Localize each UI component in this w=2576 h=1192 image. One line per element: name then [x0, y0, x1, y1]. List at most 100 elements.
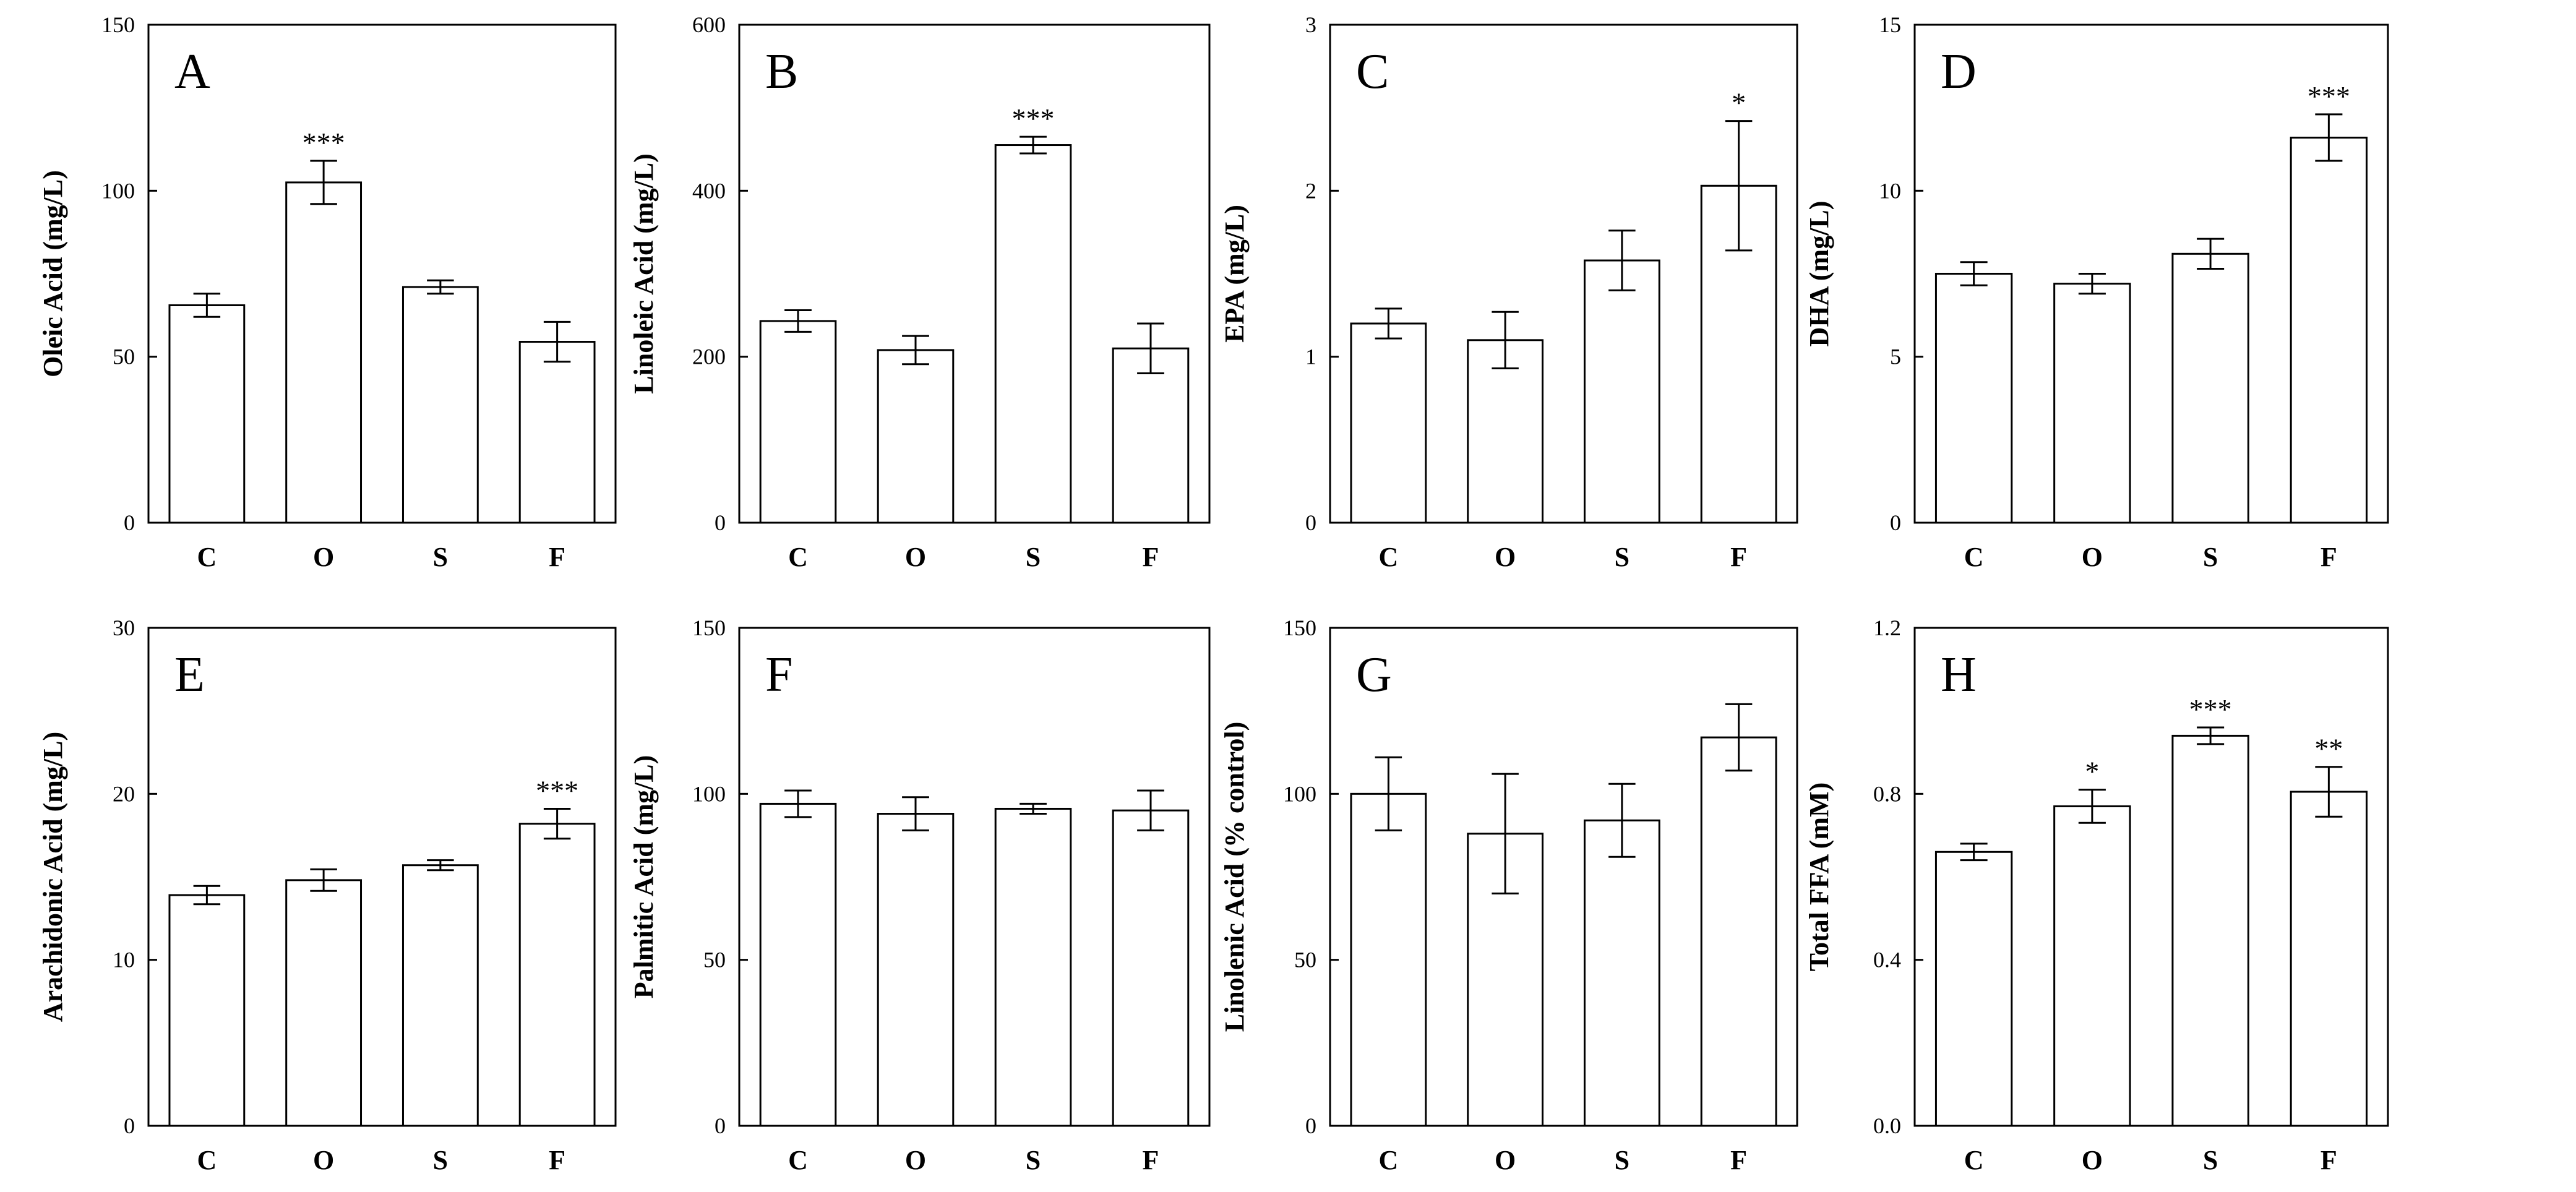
- x-category-label: C: [197, 1145, 217, 1175]
- panel-b: 0 200 400 600 Linoleic Acid (mg/L) B C O *** S F: [629, 12, 1211, 572]
- x-category-label: F: [2321, 1145, 2337, 1175]
- bar: [168, 894, 246, 1127]
- y-tick-label: 150: [692, 615, 726, 640]
- y-tick-label: 5: [1890, 345, 1901, 369]
- significance-marker: ***: [536, 774, 578, 806]
- y-tick-label: 15: [1879, 12, 1901, 37]
- bar: [994, 144, 1072, 524]
- y-tick-label: 1: [1305, 345, 1316, 369]
- y-tick-label: 0.4: [1873, 948, 1901, 972]
- x-category-label: O: [2082, 542, 2103, 572]
- y-tick-label: 0: [124, 510, 135, 535]
- y-tick-label: 100: [1283, 781, 1316, 806]
- bar: [994, 807, 1072, 1127]
- x-category-label: F: [1730, 542, 1747, 572]
- panel-e: 0 10 20 30 Arachidonic Acid (mg/L) E C O S *** F: [38, 615, 617, 1175]
- bar: [518, 823, 596, 1127]
- plot-frame: [147, 627, 617, 1127]
- bar: [1583, 259, 1660, 524]
- plot-frame: [738, 627, 1211, 1127]
- y-tick-label: 0.0: [1873, 1113, 1901, 1138]
- panel-label: H: [1941, 648, 1977, 702]
- y-tick-label: 10: [113, 948, 135, 972]
- y-axis-label: Total FFA (mM): [1804, 783, 1834, 972]
- x-category-label: S: [1615, 542, 1629, 572]
- y-tick-label: 150: [101, 12, 135, 37]
- panel-label: E: [174, 648, 205, 702]
- bar: [1583, 819, 1660, 1127]
- bar: [1934, 273, 2013, 524]
- x-category-label: O: [2082, 1145, 2103, 1175]
- x-category-label: O: [313, 542, 334, 572]
- panel-label: A: [174, 45, 210, 99]
- bar: [2171, 734, 2249, 1127]
- significance-marker: *: [2085, 756, 2099, 787]
- x-category-label: C: [197, 542, 217, 572]
- panel-h: 0.0 0.4 0.8 1.2 Total FFA (mM) H C * O *** S ** F: [1804, 615, 2389, 1175]
- plot-frame: [1329, 24, 1798, 524]
- x-category-label: F: [1143, 542, 1159, 572]
- x-category-label: C: [1378, 1145, 1398, 1175]
- y-tick-label: 200: [692, 345, 726, 369]
- y-tick-label: 0: [1305, 510, 1316, 535]
- x-category-label: F: [549, 1145, 565, 1175]
- bar: [1350, 792, 1427, 1127]
- panel-label: B: [765, 45, 798, 99]
- bar: [285, 879, 363, 1127]
- x-category-label: O: [1495, 1145, 1516, 1175]
- plot-frame: [147, 24, 617, 524]
- x-category-label: F: [1143, 1145, 1159, 1175]
- y-tick-label: 600: [692, 12, 726, 37]
- panel-label: F: [765, 648, 793, 702]
- bar: [1700, 736, 1777, 1127]
- x-category-label: F: [1730, 1145, 1747, 1175]
- bar: [759, 320, 837, 524]
- panel-f: 0 50 100 150 Palmitic Acid (mg/L) F C O S F: [629, 615, 1211, 1175]
- bar: [285, 181, 363, 524]
- bar: [2053, 805, 2131, 1127]
- y-tick-label: 10: [1879, 178, 1901, 203]
- bar: [1112, 347, 1190, 524]
- x-category-label: C: [1964, 542, 1984, 572]
- bar: [2171, 252, 2249, 524]
- bar: [518, 341, 596, 524]
- y-tick-label: 150: [1283, 615, 1316, 640]
- x-category-label: S: [2203, 542, 2218, 572]
- significance-marker: ***: [2308, 80, 2350, 112]
- y-axis-label: Linolenic Acid (% control): [1219, 722, 1250, 1032]
- y-tick-label: 50: [1294, 948, 1316, 972]
- bar: [168, 304, 246, 524]
- x-category-label: F: [2321, 542, 2337, 572]
- y-axis-label: Palmitic Acid (mg/L): [629, 755, 659, 999]
- bar: [759, 802, 837, 1127]
- bar: [877, 813, 955, 1127]
- bar: [2053, 283, 2131, 524]
- bar: [2290, 136, 2368, 524]
- x-category-label: S: [433, 1145, 448, 1175]
- y-tick-label: 0: [715, 510, 726, 535]
- x-category-label: S: [1026, 1145, 1041, 1175]
- y-tick-label: 1.2: [1873, 615, 1901, 640]
- y-tick-label: 50: [113, 345, 135, 369]
- y-tick-label: 20: [113, 781, 135, 806]
- bar: [2290, 791, 2368, 1127]
- x-category-label: O: [905, 542, 926, 572]
- plot-frame: [1913, 627, 2389, 1127]
- y-axis-label: Linoleic Acid (mg/L): [629, 153, 659, 394]
- y-tick-label: 0: [124, 1113, 135, 1138]
- significance-marker: ***: [1012, 103, 1055, 134]
- y-axis-label: Arachidonic Acid (mg/L): [38, 732, 68, 1022]
- y-axis-label: Oleic Acid (mg/L): [38, 170, 68, 377]
- panel-label: C: [1356, 45, 1389, 99]
- y-tick-label: 30: [113, 615, 135, 640]
- panel-a: 0 50 100 150 Oleic Acid (mg/L) A C *** O S F: [38, 12, 617, 572]
- plot-frame: [738, 24, 1211, 524]
- y-axis-label: DHA (mg/L): [1804, 201, 1834, 347]
- x-category-label: O: [1495, 542, 1516, 572]
- panel-d: 0 5 10 15 DHA (mg/L) D C O S *** F: [1804, 12, 2389, 572]
- bar: [1934, 851, 2013, 1127]
- panel-g: 0 50 100 150 Linolenic Acid (% control) G C O S F: [1219, 615, 1798, 1175]
- x-category-label: S: [433, 542, 448, 572]
- bar: [401, 286, 479, 524]
